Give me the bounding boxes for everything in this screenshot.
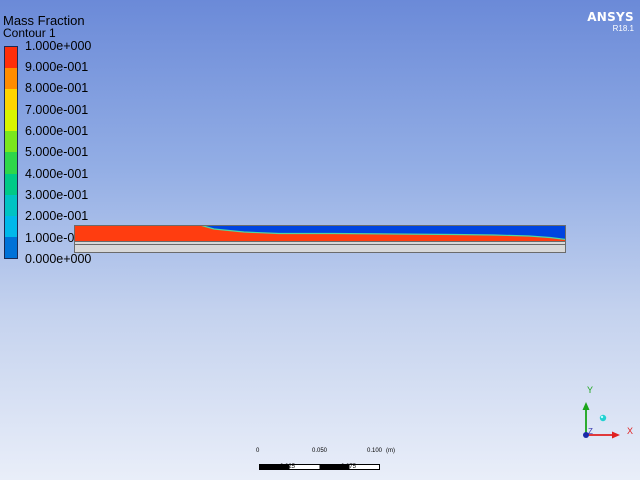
z-axis-label: Z (588, 427, 593, 436)
legend-label: 1.000e-001 (25, 231, 89, 245)
color-bar-band (5, 236, 17, 258)
ruler-label-025: 0.025 (280, 464, 296, 470)
ruler-bar-svg (259, 464, 380, 470)
legend-title: Mass Fraction (3, 13, 85, 28)
legend-label: 2.000e-001 (25, 209, 89, 223)
legend-label: 4.000e-001 (25, 167, 89, 181)
x-axis-label: X (627, 426, 634, 436)
color-bar (4, 46, 18, 259)
color-bar-band (5, 68, 17, 90)
color-bar-band (5, 194, 17, 216)
color-bar-band (5, 152, 17, 174)
legend-label: 8.000e-001 (25, 81, 89, 95)
scale-ruler: 0 0.050 0.100 (m) 0.025 0.075 (256, 448, 406, 474)
z-axis-origin (583, 432, 589, 438)
legend-labels: 1.000e+000 9.000e-001 8.000e-001 7.000e-… (25, 39, 135, 270)
rotation-ball (599, 414, 607, 422)
rotation-ball-highlight (600, 415, 604, 419)
ansys-logo: ANSYS R18.1 (578, 11, 634, 34)
legend-label: 5.000e-001 (25, 145, 89, 159)
axis-triad-svg (582, 402, 620, 439)
ruler-label-0: 0 (256, 448, 260, 454)
legend-label: 3.000e-001 (25, 188, 89, 202)
legend-subtitle: Contour 1 (3, 26, 56, 40)
legend-label: 9.000e-001 (25, 60, 89, 74)
color-bar-band (5, 89, 17, 111)
contour-plot[interactable] (74, 224, 567, 253)
color-bar-band (5, 110, 17, 132)
color-bar-band (5, 47, 17, 69)
legend-label: 1.000e+000 (25, 39, 92, 53)
legend-label: 7.000e-001 (25, 103, 89, 117)
interface-line (199, 224, 567, 241)
liquid-region (74, 225, 566, 241)
color-bar-band (5, 215, 17, 237)
ruler-label-075: 0.075 (341, 464, 357, 470)
logo-text: ANSYS (587, 10, 634, 24)
ruler-bar (259, 457, 381, 475)
y-axis-arrow (582, 402, 590, 410)
ruler-label-050: 0.050 (312, 448, 328, 454)
wall-region (74, 241, 566, 253)
color-bar-band (5, 131, 17, 153)
contour-plot-svg (74, 224, 567, 253)
legend-label: 6.000e-001 (25, 124, 89, 138)
legend-label: 0.000e+000 (25, 252, 92, 266)
ruler-label-100: 0.100 (367, 448, 383, 454)
axis-triad[interactable]: Y X Z (578, 382, 638, 442)
domain-outline (74, 225, 566, 253)
color-bar-band (5, 173, 17, 195)
version-label: R18.1 (612, 24, 634, 33)
ruler-unit: (m) (386, 448, 395, 454)
y-axis-label: Y (587, 385, 594, 395)
x-axis-arrow (612, 431, 620, 439)
